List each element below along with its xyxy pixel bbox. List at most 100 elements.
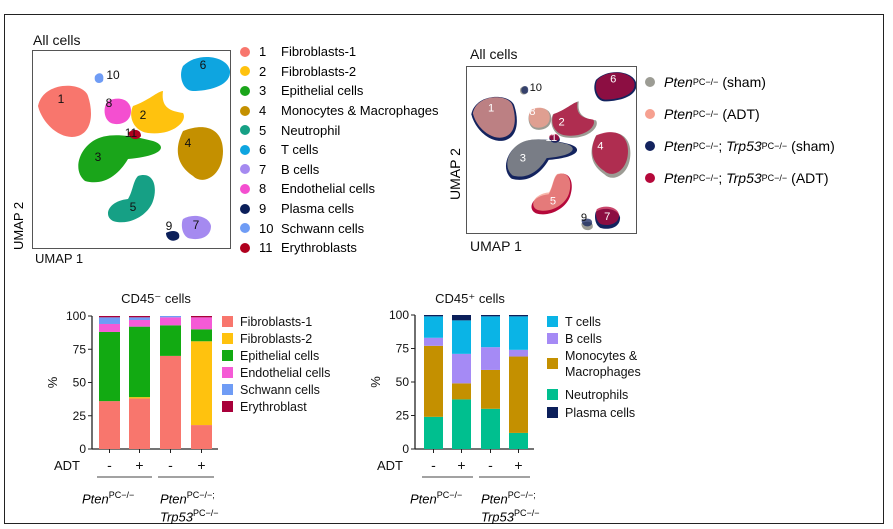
gene-name: Pten (664, 170, 693, 186)
genotype-sup: PC−/− (761, 173, 788, 183)
adt-value: - (107, 457, 112, 473)
genotype-sup: PC−/− (692, 109, 719, 119)
genotype-sup: PC−/−; (186, 490, 215, 500)
umap-cluster (166, 230, 180, 241)
umap-condition-region (521, 86, 529, 94)
umap-cluster (104, 98, 131, 125)
umap-clusters-svg: 1 2 3 4 5 6 7 8 9 10 11 (38, 56, 230, 241)
bar-segment (481, 408, 500, 449)
gene-name: Pten (664, 74, 693, 90)
cluster-number-label: 10 (106, 68, 120, 82)
legend-label: T cells (565, 315, 601, 329)
bar-segment (129, 326, 150, 398)
bar-segment (160, 317, 181, 326)
cluster-number-label: 4 (185, 136, 192, 150)
bar-segment (99, 401, 120, 449)
legend-label: T cells (281, 142, 319, 158)
adt-value: + (197, 457, 205, 473)
legend-swatch (222, 350, 233, 361)
legend-label: Erythroblast (240, 400, 307, 414)
legend-item: 6 T cells (240, 140, 439, 160)
cluster-number-label: 9 (166, 219, 173, 233)
bar-segment (191, 317, 212, 330)
cluster-number-label: 11 (545, 132, 557, 144)
legend-item: Pten PC−/− (ADT) (645, 98, 835, 130)
gene-name: Pten (481, 491, 508, 507)
cluster-number-label: 6 (200, 58, 207, 72)
bar-segment (129, 397, 150, 399)
y-tick-label: 25 (73, 409, 87, 423)
legend-label: Erythroblasts (281, 240, 357, 256)
chart-title: CD45⁺ cells (435, 291, 505, 306)
bar-segment (452, 399, 471, 449)
genotype-sup: PC−/−; (507, 490, 536, 500)
cluster-number-label: 11 (125, 126, 138, 140)
legend-dot-icon (645, 77, 655, 87)
legend-label: Schwann cells (240, 383, 320, 397)
gene-name: Pten (664, 138, 693, 154)
genotype-sup: PC−/− (761, 141, 788, 151)
bar-segment (160, 325, 181, 356)
gene-name: Pten (410, 491, 437, 507)
umap-cluster (38, 85, 91, 137)
separator: ; (718, 170, 727, 186)
umap-condition-region (548, 133, 560, 142)
umap-condition-region (528, 107, 550, 128)
legend-label: Plasma cells (565, 406, 635, 420)
adt-value: + (135, 457, 143, 473)
bar-segment (129, 316, 150, 318)
umap-cluster (181, 215, 211, 240)
umap-clusters-xlabel: UMAP 1 (35, 251, 84, 266)
legend-swatch (222, 333, 233, 344)
adt-label: ADT (54, 458, 80, 473)
adt-label: ADT (377, 458, 403, 473)
legend-item: 5 Neutrophil (240, 120, 439, 140)
legend-label: Endothelial cells (240, 366, 330, 380)
legend-swatch (222, 401, 233, 412)
umap-condition-region (595, 72, 635, 100)
umap-cluster (78, 135, 161, 183)
gene-name: Pten (160, 491, 187, 507)
umap-conditions-group: 1 2 3 4 5 6 7 8 9 10 11 (471, 72, 636, 231)
bar-segment (509, 349, 528, 357)
y-tick-label: 100 (66, 309, 86, 323)
y-tick-label: 25 (396, 409, 410, 423)
legend-dot-icon (645, 173, 655, 183)
cluster-number-label: 6 (610, 73, 616, 85)
bar-segment (509, 316, 528, 350)
legend-label: Endothelial cells (281, 181, 375, 197)
umap-clusters-title: All cells (33, 32, 81, 48)
legend-number: 7 (259, 161, 267, 177)
legend-number: 2 (259, 63, 267, 79)
adt-value: - (168, 457, 173, 473)
adt-value: - (431, 457, 436, 473)
bar-segment (129, 398, 150, 449)
legend-number: 11 (259, 240, 273, 256)
legend-item: 2 Fibroblasts-2 (240, 62, 439, 82)
cluster-number-label: 7 (604, 211, 610, 223)
umap-condition-region (552, 102, 595, 136)
legend-label: Monocytes & Macrophages (281, 103, 439, 119)
cluster-number-label: 1 (488, 103, 494, 115)
legend-swatch (547, 407, 558, 418)
legend-label: Neutrophil (281, 122, 341, 138)
gene-name: Trp53 (726, 170, 762, 186)
umap-clusters-plot: 1 2 3 4 5 6 7 8 9 10 11 (32, 50, 231, 249)
legend-number: 9 (259, 201, 267, 217)
cluster-number-label: 2 (140, 108, 147, 122)
legend-item: Pten PC−/−; Trp53 PC−/− (sham) (645, 130, 835, 162)
legend-dot-icon (240, 144, 250, 155)
umap-condition-region (595, 206, 620, 225)
legend-dot-icon (240, 125, 250, 136)
legend-swatch (222, 367, 233, 378)
legend-label: Neutrophils (565, 388, 628, 402)
legend-item: 8 Endothelial cells (240, 179, 439, 199)
y-tick-label: 0 (79, 442, 86, 456)
legend-label: Fibroblasts-2 (240, 332, 312, 346)
legend-item: Pten PC−/− (sham) (645, 66, 835, 98)
gene-name: Trp53 (726, 138, 762, 154)
legend-item: 4 Monocytes & Macrophages (240, 101, 439, 121)
bar-segment (481, 369, 500, 409)
y-axis-label: % (368, 376, 383, 388)
